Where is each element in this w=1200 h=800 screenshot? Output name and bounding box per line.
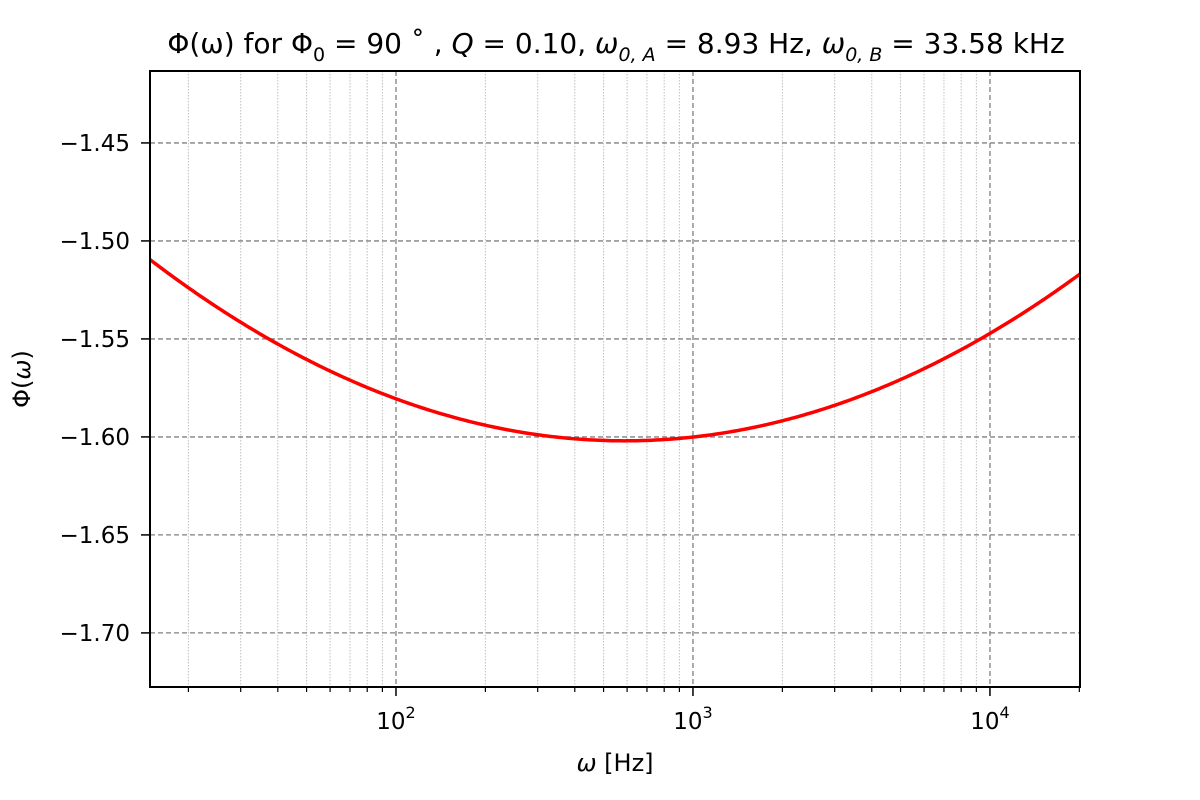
y-tick-label: −1.55 [60, 327, 130, 353]
x-tick-label: 102 [376, 703, 415, 735]
x-tick-label: 103 [673, 703, 712, 735]
plot-area-frame [149, 70, 1081, 688]
y-axis-label: Φ(ω) [8, 350, 36, 408]
y-tick-label: −1.45 [60, 131, 130, 157]
x-axis-label: Φ(ω) ω [Hz] [576, 749, 653, 777]
y-tick-label: −1.60 [60, 425, 130, 451]
chart-title: Φ(ω) for Φ0 = 90 ˚ , Q = 0.10, ω0, A = 8… [167, 27, 1064, 66]
y-tick-label: −1.65 [60, 523, 130, 549]
axis-ticks [141, 142, 1080, 696]
y-tick-label: −1.70 [60, 621, 130, 647]
y-tick-label: −1.50 [60, 229, 130, 255]
major-gridlines [150, 71, 1080, 687]
x-tick-label: 104 [970, 703, 1009, 735]
data-series-line [150, 258, 1080, 443]
tick-labels: 102 103 104 −1.45 −1.50 −1.55 −1.60 −1.65 −1.70 [60, 131, 1010, 735]
